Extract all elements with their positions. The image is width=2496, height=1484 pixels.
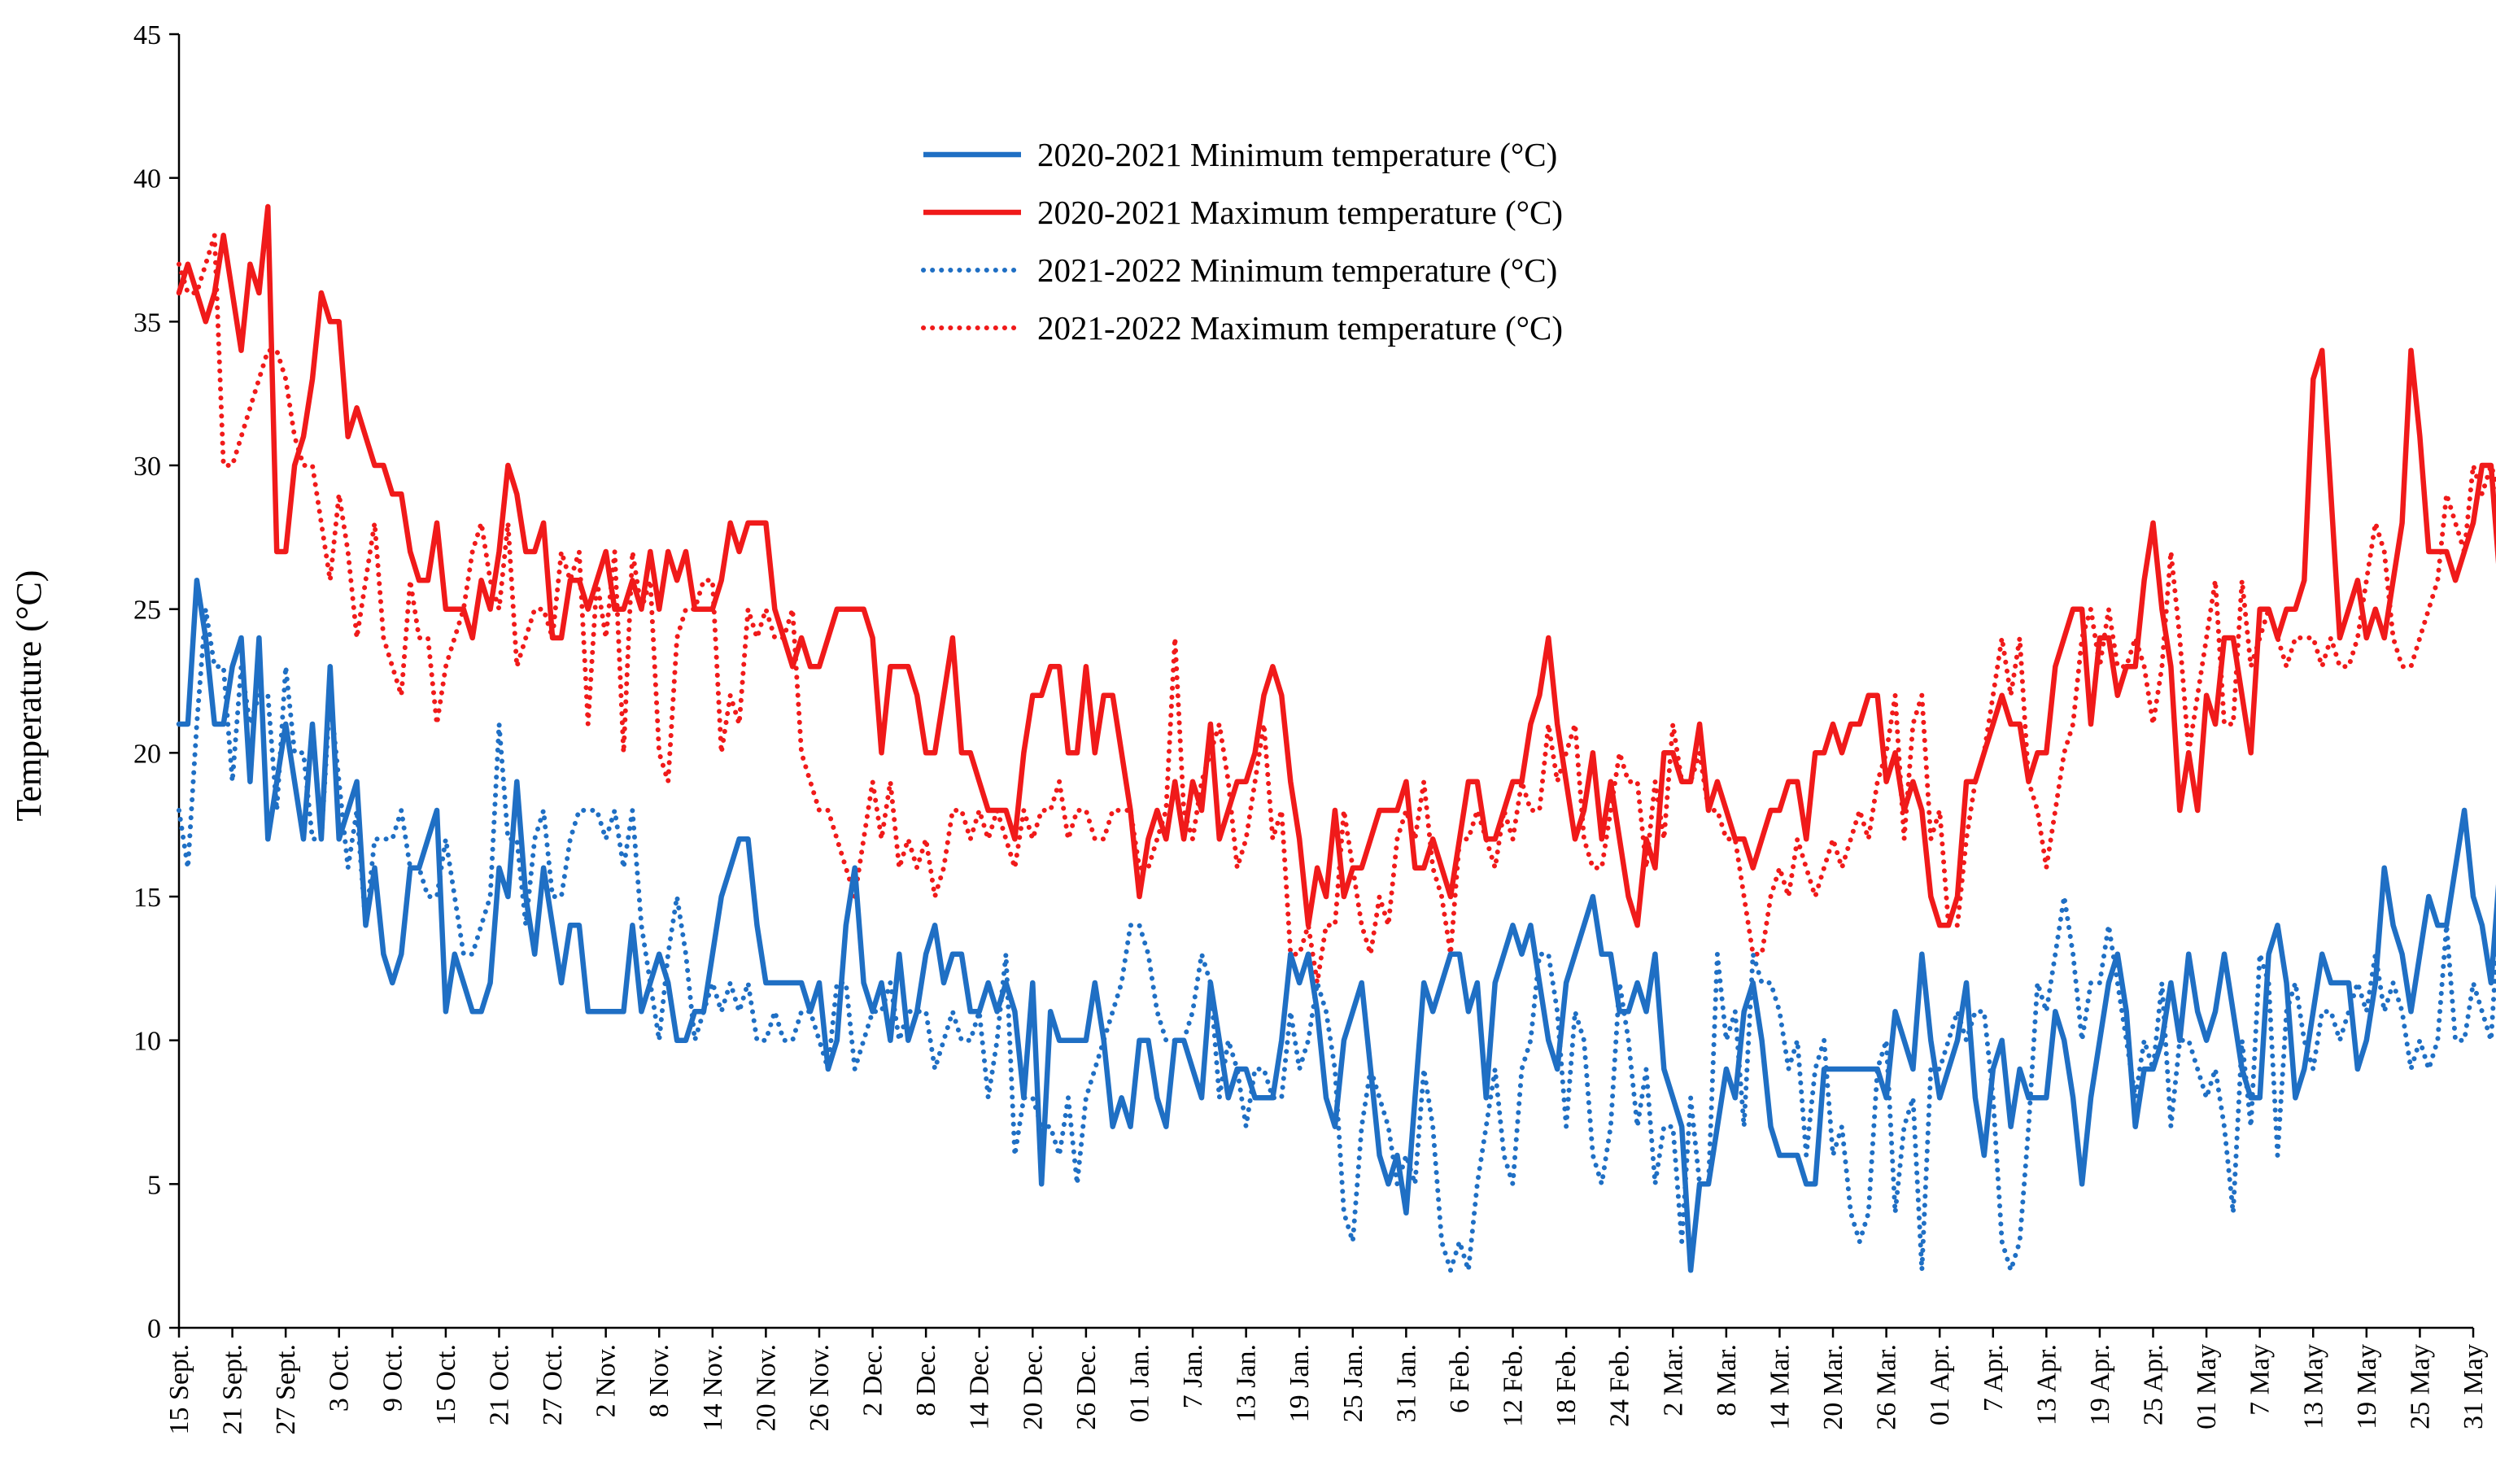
x-tick-label: 25 Apr. xyxy=(2139,1344,2169,1425)
legend-label-3: 2021-2022 Minimum temperature (°C) xyxy=(1037,251,1557,289)
x-tick-label: 9 Oct. xyxy=(377,1344,408,1412)
x-tick-label: 15 Sept. xyxy=(164,1344,194,1434)
x-tick-label: 2 Dec. xyxy=(858,1344,888,1416)
x-tick-label: 19 Jan. xyxy=(1285,1344,1315,1422)
series-line-2 xyxy=(176,203,2496,928)
x-axis-ticks: 15 Sept. 21 Sept. 27 Sept. 3 Oct. 9 Oct. 15 O… xyxy=(164,1328,2489,1434)
x-tick-label: 24 Feb. xyxy=(1605,1344,1635,1427)
y-tick-label: 0 xyxy=(147,1314,161,1344)
y-tick-label: 10 xyxy=(133,1027,161,1057)
x-tick-label: 01 Jan. xyxy=(1124,1344,1154,1422)
y-gridlines-and-ticks: 0 5 10 15 20 25 30 35 40 45 xyxy=(133,20,179,1344)
x-tick-label: 12 Feb. xyxy=(1499,1344,1529,1427)
y-tick-label: 5 xyxy=(147,1170,161,1200)
y-axis-label: Temperature (°C) xyxy=(9,570,49,822)
x-tick-label: 25 Jan. xyxy=(1338,1344,1368,1422)
legend-label-1: 2020-2021 Minimum temperature (°C) xyxy=(1037,136,1557,173)
x-tick-label: 20 Mar. xyxy=(1818,1344,1848,1430)
x-tick-label: 3 Oct. xyxy=(325,1344,355,1412)
x-tick-label: 7 Jan. xyxy=(1178,1344,1208,1408)
x-tick-label: 01 May xyxy=(2192,1344,2222,1429)
x-tick-label: 01 Apr. xyxy=(1925,1344,1955,1425)
x-tick-label: 7 May xyxy=(2245,1344,2276,1416)
legend: 2020-2021 Minimum temperature (°C) 2020-2… xyxy=(921,136,1563,347)
series-line-1 xyxy=(176,578,2496,1273)
y-tick-label: 45 xyxy=(133,20,161,50)
series-lines xyxy=(176,203,2496,1273)
y-tick-label: 30 xyxy=(133,452,161,482)
x-tick-label: 26 Mar. xyxy=(1872,1344,1902,1430)
x-tick-label: 8 Dec. xyxy=(911,1344,941,1416)
x-tick-label: 2 Mar. xyxy=(1658,1344,1688,1416)
legend-label-4: 2021-2022 Maximum temperature (°C) xyxy=(1037,309,1563,347)
x-tick-label: 13 Jan. xyxy=(1232,1344,1262,1422)
x-tick-label: 13 Apr. xyxy=(2031,1344,2062,1425)
y-tick-label: 40 xyxy=(133,164,161,194)
x-tick-label: 20 Dec. xyxy=(1018,1344,1048,1430)
x-tick-label: 21 Oct. xyxy=(484,1344,514,1425)
y-tick-label: 20 xyxy=(133,739,161,769)
x-tick-label: 26 Nov. xyxy=(805,1344,835,1431)
y-tick-label: 25 xyxy=(133,596,161,626)
x-tick-label: 26 Dec. xyxy=(1071,1344,1102,1430)
x-tick-label: 14 Mar. xyxy=(1765,1344,1795,1430)
x-tick-label: 2 Nov. xyxy=(591,1344,622,1417)
y-tick-label: 15 xyxy=(133,883,161,913)
series-line-4 xyxy=(177,233,2496,985)
y-tick-label: 35 xyxy=(133,308,161,338)
series-line-3 xyxy=(177,606,2496,1273)
x-tick-label: 18 Feb. xyxy=(1551,1344,1582,1427)
x-tick-label: 27 Oct. xyxy=(538,1344,568,1425)
x-tick-label: 21 Sept. xyxy=(218,1344,248,1434)
x-tick-label: 19 Apr. xyxy=(2085,1344,2115,1425)
legend-label-2: 2020-2021 Maximum temperature (°C) xyxy=(1037,194,1563,231)
x-tick-label: 6 Feb. xyxy=(1445,1344,1475,1413)
x-tick-label: 19 May xyxy=(2352,1344,2382,1429)
x-tick-label: 8 Mar. xyxy=(1712,1344,1742,1416)
x-tick-label: 15 Oct. xyxy=(431,1344,461,1425)
x-tick-label: 8 Nov. xyxy=(644,1344,674,1417)
x-tick-label: 13 May xyxy=(2298,1344,2328,1429)
x-tick-label: 31 Jan. xyxy=(1391,1344,1421,1422)
x-tick-label: 27 Sept. xyxy=(271,1344,301,1434)
x-tick-label: 20 Nov. xyxy=(751,1344,781,1431)
x-tick-label: 31 May xyxy=(2459,1344,2489,1429)
x-tick-label: 14 Nov. xyxy=(698,1344,728,1431)
x-tick-label: 7 Apr. xyxy=(1979,1344,2009,1412)
x-tick-label: 14 Dec. xyxy=(965,1344,995,1430)
x-tick-label: 25 May xyxy=(2405,1344,2435,1429)
